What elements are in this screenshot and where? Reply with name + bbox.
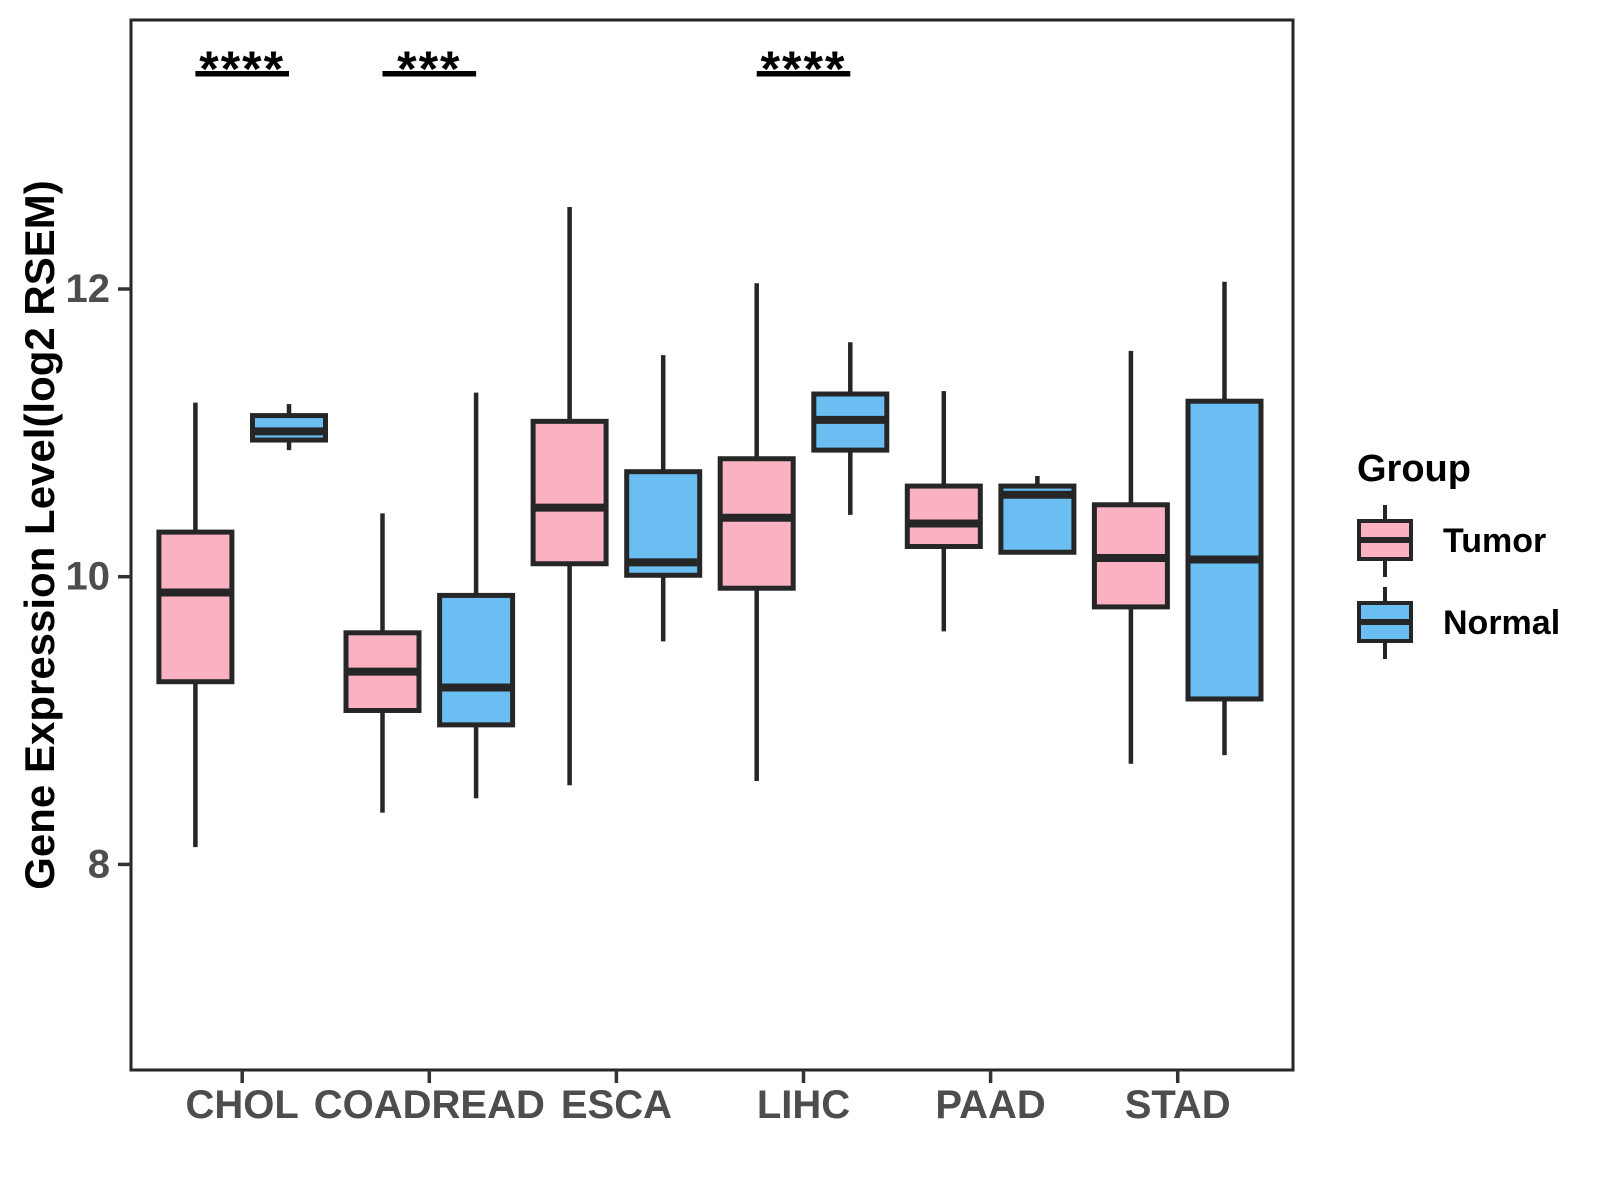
- legend: Group Tumor Normal: [1357, 448, 1560, 659]
- box-STAD-normal: [1185, 281, 1264, 756]
- y-tick-label-8: 8: [88, 842, 110, 886]
- legend-label-normal: Normal: [1443, 603, 1561, 642]
- plot-panel: [129, 18, 1295, 1072]
- y-tick-label-12: 12: [66, 267, 111, 311]
- legend-entry-tumor: Tumor: [1357, 505, 1560, 577]
- iqr-box: [717, 456, 796, 591]
- y-axis-title: Gene Expression Level(log2 RSEM): [16, 180, 63, 890]
- iqr-box: [530, 418, 609, 567]
- box-CHOL-tumor: [156, 402, 235, 848]
- significance-label-COADREAD: ***: [397, 41, 461, 97]
- x-tick-label-PAAD: PAAD: [935, 1083, 1045, 1127]
- legend-label-tumor: Tumor: [1443, 521, 1547, 560]
- x-tick-label-ESCA: ESCA: [561, 1083, 672, 1127]
- box-PAAD-tumor: [904, 391, 983, 632]
- legend-entry-normal: Normal: [1357, 587, 1560, 659]
- box-ESCA-tumor: [530, 207, 609, 786]
- significance-bar-LIHC: [756, 71, 851, 77]
- box-STAD-tumor: [1091, 350, 1170, 764]
- box-PAAD-normal: [998, 476, 1077, 555]
- legend-key-normal-boxplot-icon: [1357, 587, 1413, 659]
- significance-bar-COADREAD: [382, 71, 477, 77]
- significance-bar-CHOL: [195, 71, 289, 77]
- significance-label-LIHC: ****: [761, 41, 847, 97]
- iqr-box: [437, 592, 516, 728]
- box-CHOL-normal: [250, 404, 328, 451]
- y-tick-label-10: 10: [66, 555, 111, 599]
- x-tick-label-COADREAD: COADREAD: [314, 1083, 545, 1127]
- box-LIHC-tumor: [717, 283, 796, 781]
- box-LIHC-normal: [811, 342, 890, 515]
- legend-title: Group: [1357, 448, 1471, 490]
- iqr-box: [624, 469, 703, 578]
- box-COADREAD-normal: [437, 392, 516, 799]
- legend-key-tumor-boxplot-icon: [1357, 505, 1413, 577]
- significance-label-CHOL: ****: [199, 41, 285, 97]
- iqr-box: [1185, 398, 1264, 702]
- iqr-box: [904, 483, 983, 549]
- box-COADREAD-tumor: [343, 513, 422, 813]
- x-tick-label-STAD: STAD: [1125, 1083, 1231, 1127]
- x-tick-label-CHOL: CHOL: [186, 1083, 299, 1127]
- x-tick-label-LIHC: LIHC: [757, 1083, 850, 1127]
- iqr-box: [156, 529, 235, 685]
- box-ESCA-normal: [624, 355, 703, 642]
